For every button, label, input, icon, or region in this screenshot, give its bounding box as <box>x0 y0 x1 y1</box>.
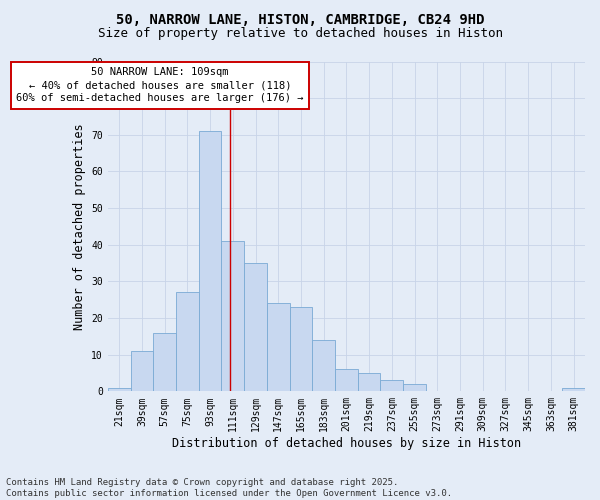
Bar <box>313 340 335 392</box>
Bar <box>290 307 313 392</box>
Bar <box>108 388 131 392</box>
Bar <box>153 332 176 392</box>
Bar <box>199 131 221 392</box>
Bar <box>358 373 380 392</box>
Bar <box>176 292 199 392</box>
X-axis label: Distribution of detached houses by size in Histon: Distribution of detached houses by size … <box>172 437 521 450</box>
Bar <box>131 351 153 392</box>
Text: Size of property relative to detached houses in Histon: Size of property relative to detached ho… <box>97 28 503 40</box>
Y-axis label: Number of detached properties: Number of detached properties <box>73 123 86 330</box>
Bar <box>403 384 426 392</box>
Bar <box>267 304 290 392</box>
Bar <box>380 380 403 392</box>
Bar <box>562 388 585 392</box>
Text: 50 NARROW LANE: 109sqm
← 40% of detached houses are smaller (118)
60% of semi-de: 50 NARROW LANE: 109sqm ← 40% of detached… <box>16 67 304 104</box>
Bar <box>221 241 244 392</box>
Text: 50, NARROW LANE, HISTON, CAMBRIDGE, CB24 9HD: 50, NARROW LANE, HISTON, CAMBRIDGE, CB24… <box>116 12 484 26</box>
Text: Contains HM Land Registry data © Crown copyright and database right 2025.
Contai: Contains HM Land Registry data © Crown c… <box>6 478 452 498</box>
Bar <box>335 370 358 392</box>
Bar <box>244 263 267 392</box>
